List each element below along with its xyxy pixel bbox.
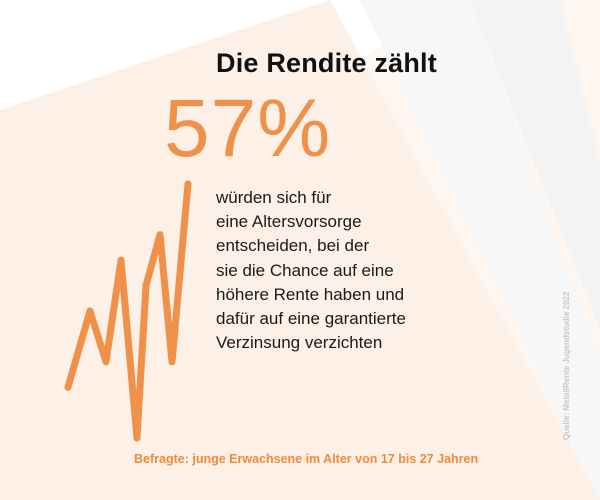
source-credit: Quelle: MetallRente Jugendstudie 2022 <box>562 291 571 440</box>
description-line: höhere Rente haben und <box>216 284 405 304</box>
description-line: sie die Chance auf eine <box>216 260 394 280</box>
stat-value: 57% <box>164 83 332 174</box>
page-title: Die Rendite zählt <box>216 48 437 78</box>
description-line: entscheiden, bei der <box>216 236 370 256</box>
stat-description: würden sich für eine Altersvorsorge ents… <box>216 186 476 355</box>
respondents-note: Befragte: junge Erwachsene im Alter von … <box>134 452 479 466</box>
description-line: dafür auf eine garantierte <box>216 309 406 329</box>
description-line: Verzinsung verzichten <box>216 333 383 353</box>
description-line: eine Altersvorsorge <box>216 212 362 232</box>
description-line: würden sich für <box>216 188 332 207</box>
